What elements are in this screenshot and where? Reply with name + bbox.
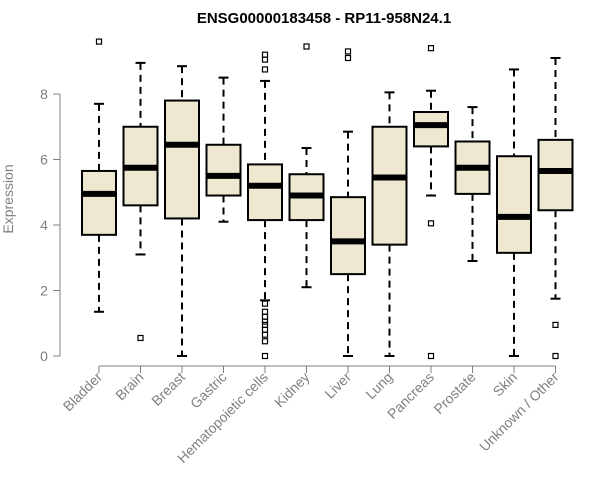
y-axis-title: Expression — [0, 164, 16, 233]
box-group — [454, 106, 491, 263]
box-group — [288, 43, 325, 289]
x-tick-label: Kidney — [271, 369, 313, 411]
box-group — [413, 45, 449, 360]
outlier-point — [261, 51, 269, 58]
y-tick-label: 4 — [40, 217, 48, 233]
iqr-box — [81, 169, 117, 236]
box-group — [496, 68, 532, 357]
outlier-point — [261, 331, 269, 338]
outlier-point — [261, 308, 269, 315]
outlier-point — [261, 313, 269, 320]
outlier-point — [261, 338, 269, 345]
y-tick-label: 0 — [40, 348, 48, 364]
outlier-point — [427, 352, 435, 360]
y-tick-label: 6 — [40, 152, 48, 168]
outlier-point — [261, 318, 269, 325]
outlier-point — [552, 352, 559, 360]
outlier-point — [261, 321, 269, 328]
outlier-point — [427, 220, 435, 227]
x-tick-label: Bladder — [60, 369, 106, 415]
x-tick-label: Unknown / Other — [476, 369, 562, 455]
box-group — [164, 65, 200, 357]
outlier-point — [261, 326, 269, 333]
x-tick-label: Lung — [362, 369, 395, 402]
iqr-box — [496, 155, 532, 254]
outlier-point — [261, 56, 269, 63]
x-tick-label: Skin — [490, 369, 521, 400]
outlier-point — [261, 300, 269, 307]
chart-title: ENSG00000183458 - RP11-958N24.1 — [197, 10, 451, 27]
x-tick-label: Brain — [112, 369, 146, 403]
outlier-point — [95, 38, 103, 45]
box-group — [330, 48, 366, 357]
iqr-box — [247, 163, 283, 222]
box-group — [122, 61, 159, 342]
box-group — [81, 38, 117, 313]
y-tick-label: 2 — [40, 283, 48, 299]
x-tick-label: Prostate — [430, 369, 478, 417]
outlier-point — [344, 54, 352, 62]
y-axis: 0 2 4 6 8 — [40, 86, 61, 364]
x-tick-label: Breast — [148, 369, 188, 409]
outlier-point — [261, 352, 269, 360]
iqr-box — [537, 138, 574, 212]
outlier-point — [137, 334, 144, 342]
box-group — [205, 76, 242, 223]
box-series — [81, 38, 574, 360]
iqr-box — [330, 196, 366, 276]
x-tick-label: Liver — [321, 369, 354, 402]
outlier-point — [552, 321, 559, 328]
iqr-box — [205, 143, 242, 197]
y-tick-label: 8 — [40, 86, 48, 102]
iqr-box — [371, 125, 408, 246]
box-group — [537, 56, 574, 360]
outlier-point — [303, 43, 310, 50]
iqr-box — [164, 99, 200, 220]
box-group — [371, 91, 408, 357]
iqr-box — [413, 111, 449, 148]
outlier-point — [344, 48, 352, 55]
outlier-point — [427, 45, 435, 52]
box-group — [247, 51, 283, 360]
outlier-point — [261, 66, 269, 73]
